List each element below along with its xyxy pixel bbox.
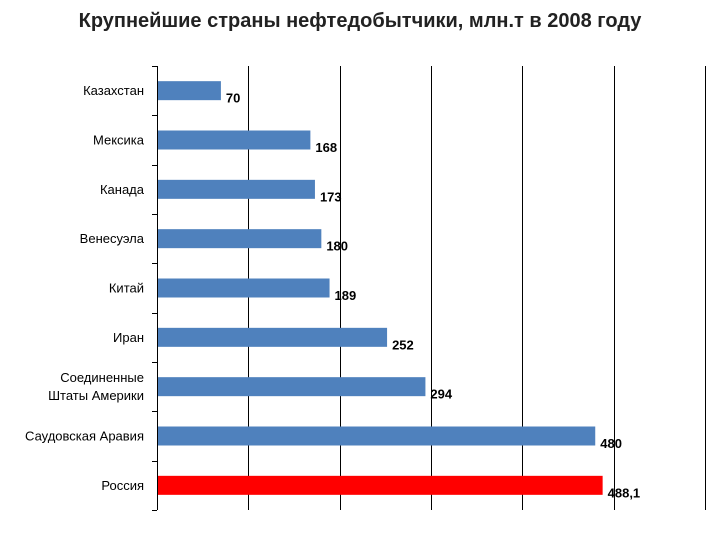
- category-label: Штаты Америки: [48, 388, 144, 403]
- bar-8: [158, 475, 603, 495]
- bar-3: [158, 229, 322, 249]
- data-label: 70: [226, 91, 240, 106]
- data-label: 480: [600, 436, 622, 451]
- bar-2: [158, 179, 315, 199]
- category-label: Казахстан: [83, 83, 144, 98]
- bar-0: [158, 81, 221, 101]
- category-label: Иран: [113, 330, 144, 345]
- data-label: 294: [430, 387, 452, 402]
- bar-5: [158, 327, 388, 347]
- category-label: Венесуэла: [80, 231, 145, 246]
- data-label: 180: [326, 239, 348, 254]
- chart-title: Крупнейшие страны нефтедобытчики, млн.т …: [78, 10, 642, 32]
- category-label: Саудовская Аравия: [25, 428, 144, 443]
- category-label: Россия: [101, 478, 144, 493]
- bar-7: [158, 426, 596, 446]
- category-label: Соединенные: [60, 370, 144, 385]
- data-label: 168: [315, 140, 337, 155]
- data-label: 488,1: [608, 485, 641, 500]
- category-label: Канада: [100, 182, 145, 197]
- category-label: Мексика: [93, 132, 145, 147]
- data-label: 252: [392, 337, 414, 352]
- data-label: 189: [335, 288, 357, 303]
- data-label: 173: [320, 189, 342, 204]
- category-label: Китай: [109, 280, 144, 295]
- bar-4: [158, 278, 330, 298]
- bar-1: [158, 130, 311, 150]
- bar-6: [158, 377, 426, 397]
